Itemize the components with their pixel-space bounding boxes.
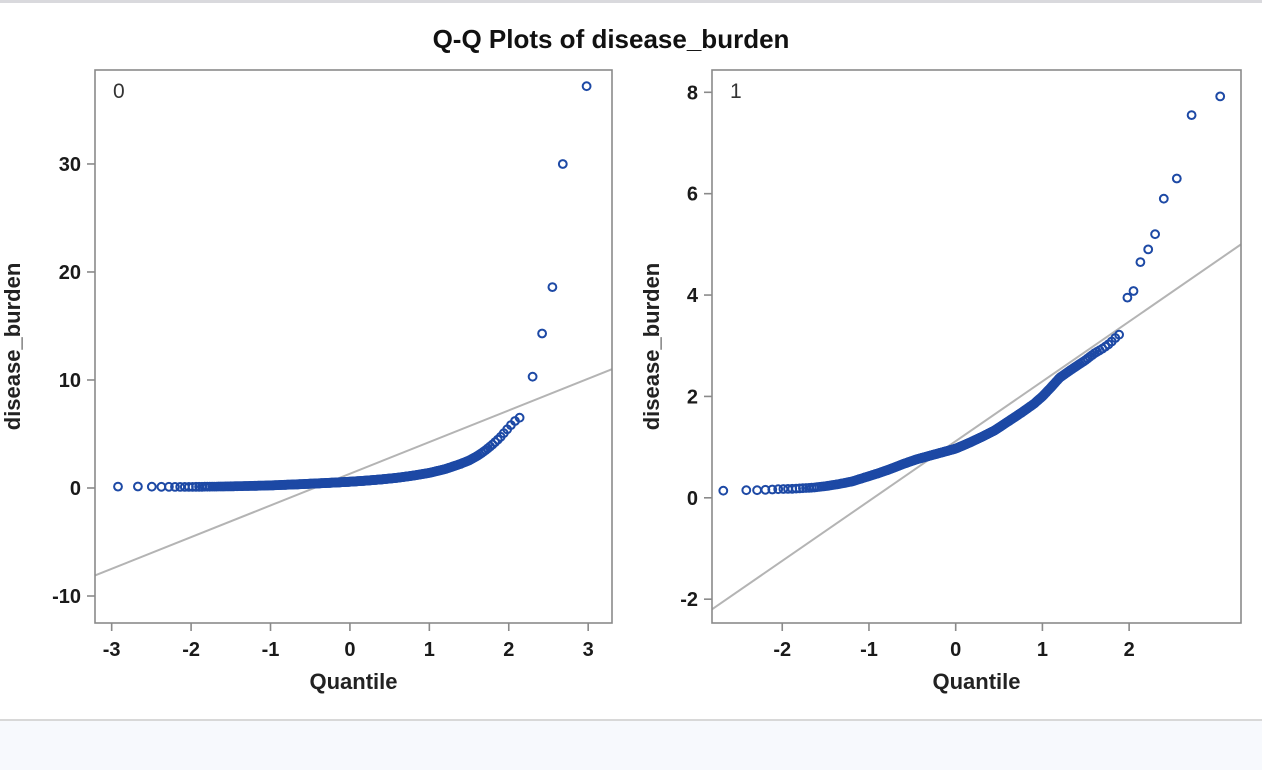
- group-label: 1: [730, 80, 742, 103]
- qq-panel-0: -3 -2 -1 0 1 2 3-100102030Quantiledisease_burd…: [0, 69, 613, 694]
- qq-point: [164, 481, 174, 492]
- qq-outlier-point: [1122, 292, 1133, 303]
- x-tick-label: 2: [503, 639, 514, 661]
- data-points: [718, 91, 1226, 496]
- qq-panel-1: -2 -1 0 1 2 -2 0 2 4 6 8 Quantile disease_burden 1: [639, 69, 1242, 694]
- results-bottom-panel: [0, 721, 1262, 770]
- qq-point: [778, 484, 789, 494]
- qq-point: [191, 481, 201, 492]
- qq-point: [794, 483, 805, 494]
- y-tick-label: 0: [687, 488, 698, 510]
- x-tick-label: -3: [103, 639, 121, 661]
- qq-outlier-point: [1128, 286, 1139, 296]
- y-tick-label: 20: [59, 262, 81, 284]
- qq-point: [1114, 329, 1124, 340]
- qq-point: [741, 485, 752, 496]
- qq-point: [487, 439, 498, 450]
- y-tick-label: -2: [680, 589, 698, 611]
- reference-line: [94, 368, 613, 577]
- qq-outlier-point: [1186, 110, 1197, 120]
- x-tick-label: -1: [262, 639, 280, 661]
- y-axis-label: disease_burden: [639, 263, 664, 431]
- x-tick-label: -1: [860, 639, 878, 661]
- x-tick-label: 1: [424, 639, 435, 661]
- x-axis-label: Quantile: [309, 669, 397, 694]
- qq-point: [146, 481, 157, 492]
- qq-outlier-point: [1150, 229, 1160, 240]
- y-tick-label: 10: [59, 370, 81, 392]
- plot-frame: [94, 69, 613, 624]
- y-tick-label: 2: [687, 386, 698, 408]
- qq-outlier-point: [1158, 193, 1169, 204]
- x-tick-label: 3: [583, 639, 594, 661]
- qq-outlier-point: [527, 371, 538, 382]
- x-tick-label: 2: [1124, 639, 1135, 661]
- qq-outlier-point: [537, 328, 547, 339]
- y-tick-label: 0: [70, 478, 81, 500]
- qq-outlier-point: [1171, 173, 1182, 184]
- x-tick-label: 0: [950, 639, 961, 661]
- bottom-divider: [0, 719, 1262, 721]
- top-divider: [0, 0, 1262, 3]
- qq-outlier-point: [547, 282, 558, 293]
- y-tick-label: 4: [687, 285, 699, 307]
- y-axis-label: disease_burden: [0, 263, 25, 431]
- qq-point: [514, 412, 525, 423]
- y-tick-label: -10: [52, 586, 81, 608]
- qq-outlier-point: [1135, 257, 1146, 268]
- qq-outlier-point: [1215, 91, 1226, 102]
- qq-plot-canvas: -3 -2 -1 0 1 2 3-100102030Quantiledisease_burd…: [0, 69, 1242, 694]
- group-label: 0: [113, 80, 125, 103]
- qq-point: [773, 484, 784, 495]
- y-tick-label: 30: [59, 154, 81, 176]
- x-tick-label: 0: [344, 639, 355, 661]
- y-tick-label: 8: [687, 82, 698, 104]
- x-tick-label: -2: [182, 639, 200, 661]
- qq-point: [170, 482, 180, 492]
- chart-title: Q-Q Plots of disease_burden: [432, 24, 790, 54]
- y-tick-label: 6: [687, 184, 698, 206]
- qq-outlier-point: [581, 81, 592, 92]
- qq-point: [133, 481, 143, 492]
- x-tick-label: -2: [773, 639, 791, 661]
- plot-frame: [711, 69, 1242, 624]
- qq-outlier-point: [718, 485, 729, 496]
- reference-line: [711, 243, 1242, 611]
- qq-outlier-point: [557, 159, 568, 169]
- x-tick-label: 1: [1037, 639, 1048, 661]
- qq-point: [752, 485, 762, 496]
- qq-point: [767, 484, 778, 495]
- qq-point: [187, 482, 198, 492]
- data-points: [113, 81, 592, 492]
- x-axis-label: Quantile: [932, 669, 1020, 694]
- qq-outlier-point: [1143, 244, 1154, 255]
- qq-outlier-point: [113, 481, 123, 492]
